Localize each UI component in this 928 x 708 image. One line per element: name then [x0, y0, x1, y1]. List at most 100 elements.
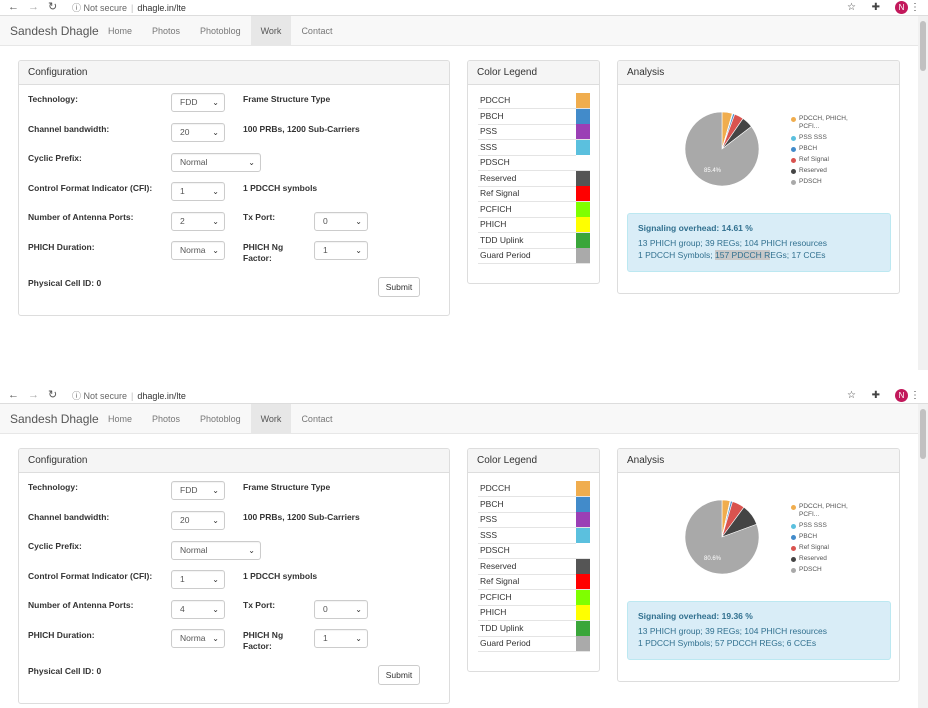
signaling-pie-chart: 80.6%: [684, 499, 760, 575]
back-icon[interactable]: ←: [8, 1, 19, 13]
pie-legend-dot: [791, 180, 796, 185]
phich-duration-value: Norma: [180, 633, 206, 643]
analysis-panel: Analysis 80.6% PDCCH, PHICH, PCFI... PSS …: [617, 448, 900, 682]
legend-row-reserved: Reserved: [478, 558, 590, 575]
menu-icon[interactable]: ⋮: [910, 2, 920, 13]
scrollbar-thumb[interactable]: [920, 21, 926, 71]
legend-swatch: [576, 620, 590, 636]
browser-toolbar: ← → ↻ ⓘ Not secure | dhagle.in/lte ☆ ✚ N ⋮: [0, 388, 928, 404]
phich-duration-select[interactable]: Norma ⌄: [171, 241, 225, 260]
nav-photoblog[interactable]: Photoblog: [200, 414, 241, 424]
legend-label: SSS: [480, 141, 498, 152]
chevron-down-icon: ⌄: [212, 187, 219, 196]
star-icon[interactable]: ☆: [847, 390, 856, 401]
nav-photos[interactable]: Photos: [152, 414, 181, 424]
phich-duration-select[interactable]: Norma ⌄: [171, 629, 225, 648]
pdcch-info-start: 1 PDCCH Symbols; 57 PDCCH REGs; 6 CCEs: [638, 638, 817, 648]
cyclic-prefix-select[interactable]: Normal ⌄: [171, 153, 261, 172]
legend-row-pcfich: PCFICH: [478, 589, 590, 606]
pie-slice-5[interactable]: [684, 111, 760, 187]
submit-button[interactable]: Submit: [378, 665, 420, 685]
forward-icon[interactable]: →: [28, 389, 39, 401]
pie-legend-item: PSS SSS: [791, 134, 861, 142]
chevron-down-icon: ⌄: [212, 128, 219, 137]
site-brand[interactable]: Sandesh Dhagle: [10, 24, 99, 38]
submit-button[interactable]: Submit: [378, 277, 420, 297]
antenna-ports-select[interactable]: 4 ⌄: [171, 600, 225, 619]
pie-slice-5[interactable]: [684, 499, 760, 575]
overhead-line: Signaling overhead: 19.36 %: [638, 610, 880, 622]
legend-swatch: [576, 481, 590, 496]
phich-duration-value: Norma: [180, 245, 206, 255]
legend-swatch: [576, 248, 590, 263]
nav-photoblog[interactable]: Photoblog: [200, 26, 241, 36]
legend-swatch: [576, 574, 590, 589]
nav-home[interactable]: Home: [108, 414, 133, 424]
cyclic-prefix-value: Normal: [180, 545, 208, 555]
pdcch-info-start: 1 PDCCH Symbols;: [638, 250, 715, 260]
nav-contact[interactable]: Contact: [301, 414, 333, 424]
bandwidth-select[interactable]: 20 ⌄: [171, 511, 225, 530]
extensions-icon[interactable]: ✚: [871, 390, 880, 401]
technology-select[interactable]: FDD ⌄: [171, 481, 225, 500]
forward-icon[interactable]: →: [28, 1, 39, 13]
scrollbar-thumb[interactable]: [920, 409, 926, 459]
legend-label: PDCCH: [480, 483, 511, 493]
legend-label: Guard Period: [480, 638, 531, 648]
nav-work[interactable]: Work: [250, 16, 292, 46]
technology-select[interactable]: FDD ⌄: [171, 93, 225, 112]
chevron-down-icon: ⌄: [355, 217, 362, 226]
scrollbar[interactable]: [918, 16, 928, 370]
antenna-ports-select[interactable]: 2 ⌄: [171, 212, 225, 231]
extensions-icon[interactable]: ✚: [871, 2, 880, 13]
site-brand[interactable]: Sandesh Dhagle: [10, 412, 99, 426]
phich-duration-label: PHICH Duration:: [28, 630, 95, 640]
legend-swatch: [576, 93, 590, 108]
color-legend-title: Color Legend: [468, 449, 599, 473]
reload-icon[interactable]: ↻: [48, 389, 58, 401]
scrollbar[interactable]: [918, 404, 928, 708]
chevron-down-icon: ⌄: [212, 98, 219, 107]
nav-photos[interactable]: Photos: [152, 26, 181, 36]
signaling-pie-chart: 85.4%: [684, 111, 760, 187]
legend-label: Ref Signal: [480, 188, 520, 198]
nav-contact[interactable]: Contact: [301, 26, 333, 36]
pie-legend: PDCCH, PHICH, PCFI... PSS SSS PBCH Ref Sign…: [791, 115, 861, 189]
phich-ng-label: PHICH Ng Factor:: [243, 630, 284, 651]
legend-label: Ref Signal: [480, 576, 520, 586]
cfi-select[interactable]: 1 ⌄: [171, 570, 225, 589]
legend-label: SSS: [480, 529, 498, 540]
tx-port-select[interactable]: 0 ⌄: [314, 212, 368, 231]
tx-port-label: Tx Port:: [243, 600, 276, 610]
profile-avatar[interactable]: N: [895, 1, 908, 14]
bandwidth-select[interactable]: 20 ⌄: [171, 123, 225, 142]
bandwidth-label: Channel bandwidth:: [28, 124, 110, 134]
profile-avatar[interactable]: N: [895, 389, 908, 402]
star-icon[interactable]: ☆: [847, 2, 856, 13]
legend-row-ref-signal: Ref Signal: [478, 574, 590, 590]
phich-ng-select[interactable]: 1 ⌄: [314, 629, 368, 648]
chevron-down-icon: ⌄: [212, 217, 219, 226]
cell-id-label: Physical Cell ID: 0: [28, 278, 102, 288]
configuration-panel: Configuration Technology: FDD ⌄ Frame Str…: [18, 448, 450, 704]
address-bar[interactable]: ⓘ Not secure | dhagle.in/lte: [72, 391, 186, 401]
cfi-select[interactable]: 1 ⌄: [171, 182, 225, 201]
pie-legend-label: PSS SSS: [799, 522, 827, 529]
menu-icon[interactable]: ⋮: [910, 390, 920, 401]
reload-icon[interactable]: ↻: [48, 1, 58, 13]
color-legend-title: Color Legend: [468, 61, 599, 85]
bandwidth-value: 20: [180, 127, 190, 137]
legend-label: TDD Uplink: [480, 234, 524, 245]
tx-port-select[interactable]: 0 ⌄: [314, 600, 368, 619]
chevron-down-icon: ⌄: [248, 546, 255, 555]
back-icon[interactable]: ←: [8, 389, 19, 401]
nav-work[interactable]: Work: [250, 404, 292, 434]
nav-home[interactable]: Home: [108, 26, 133, 36]
phich-ng-value: 1: [323, 245, 328, 255]
pie-legend-dot: [791, 546, 796, 551]
not-secure-label: Not secure: [83, 3, 128, 13]
legend-row-guard-period: Guard Period: [478, 248, 590, 264]
phich-ng-select[interactable]: 1 ⌄: [314, 241, 368, 260]
cyclic-prefix-select[interactable]: Normal ⌄: [171, 541, 261, 560]
address-bar[interactable]: ⓘ Not secure | dhagle.in/lte: [72, 3, 186, 13]
